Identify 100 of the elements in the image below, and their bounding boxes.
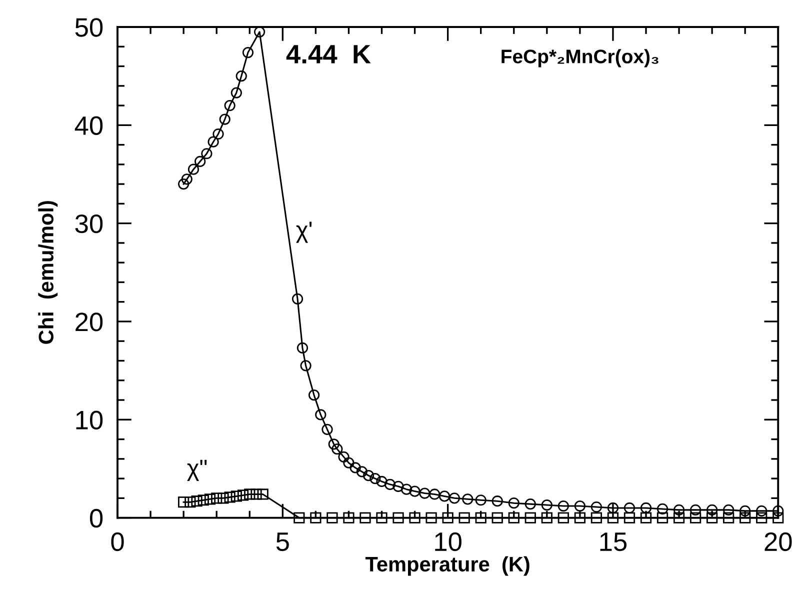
point — [462, 494, 474, 505]
point — [574, 500, 586, 512]
point — [296, 342, 308, 354]
x-tick-label: 15 — [600, 532, 627, 552]
point — [242, 46, 254, 58]
point — [292, 293, 304, 304]
y-tick-label: 20 — [76, 312, 103, 332]
point — [343, 512, 354, 524]
point — [236, 70, 247, 82]
point — [257, 488, 268, 500]
y-tick-label: 50 — [75, 18, 103, 37]
point — [590, 501, 602, 513]
point — [310, 512, 322, 524]
point — [409, 512, 420, 524]
point — [201, 148, 212, 160]
point — [508, 512, 520, 524]
point — [574, 512, 586, 524]
point — [198, 494, 209, 506]
point — [360, 512, 371, 524]
point — [541, 499, 552, 511]
point — [178, 496, 190, 508]
point — [656, 503, 668, 515]
point — [524, 498, 536, 510]
point — [204, 494, 216, 505]
point — [343, 457, 354, 468]
point — [322, 424, 333, 436]
point — [224, 492, 236, 503]
point — [558, 500, 569, 512]
point — [458, 512, 470, 524]
point — [607, 512, 619, 524]
point — [772, 512, 784, 524]
point — [384, 478, 396, 490]
y-axis-title: Chi (emu/mol) — [38, 201, 58, 344]
point — [400, 484, 412, 495]
point — [740, 505, 751, 516]
x-tick-label: 5 — [276, 532, 289, 552]
point — [558, 512, 569, 524]
annotation: FeCp*₂MnCr(ox)₃ — [502, 49, 658, 68]
point — [706, 512, 718, 524]
point — [294, 512, 305, 524]
x-tick-label: 10 — [435, 532, 462, 552]
point — [392, 512, 404, 524]
point — [244, 488, 256, 500]
point — [656, 512, 668, 524]
point — [438, 490, 450, 502]
point — [326, 512, 338, 524]
point — [640, 512, 652, 524]
point — [723, 504, 734, 516]
y-tick-label: 10 — [76, 410, 103, 430]
point — [429, 488, 440, 500]
point — [219, 114, 230, 125]
point — [673, 512, 685, 524]
x-tick-label: 0 — [111, 532, 124, 552]
point — [250, 488, 262, 500]
point — [308, 390, 320, 401]
point — [409, 486, 420, 497]
point — [328, 438, 340, 450]
point — [184, 496, 196, 508]
point — [640, 502, 652, 514]
point — [315, 409, 326, 420]
point — [607, 502, 619, 514]
point — [448, 492, 460, 504]
point — [475, 494, 486, 506]
point — [208, 136, 219, 148]
point — [706, 504, 718, 516]
point — [426, 512, 437, 524]
point — [188, 164, 200, 175]
point — [524, 512, 536, 524]
point — [230, 490, 242, 502]
point — [723, 512, 734, 524]
y-tick-label: 40 — [74, 116, 103, 135]
y-tick-label: 0 — [90, 508, 103, 528]
point — [624, 502, 636, 514]
point — [181, 174, 192, 185]
point — [338, 451, 350, 462]
point — [492, 496, 503, 507]
point — [673, 504, 685, 516]
point — [218, 492, 229, 504]
x-axis-title: Temperature (K) — [365, 556, 530, 576]
point — [212, 128, 224, 140]
point — [230, 87, 242, 98]
point — [590, 512, 602, 524]
point — [690, 504, 702, 516]
point — [756, 505, 768, 516]
point — [356, 466, 368, 478]
point — [211, 492, 222, 504]
point — [541, 512, 552, 524]
series-label: χ" — [187, 460, 207, 481]
point — [508, 498, 520, 509]
point — [178, 178, 190, 190]
point — [392, 480, 404, 492]
point — [300, 360, 312, 372]
point — [624, 512, 636, 524]
point — [690, 512, 702, 524]
point — [370, 472, 381, 484]
point — [442, 512, 454, 524]
point — [191, 496, 202, 507]
point — [350, 462, 361, 474]
point — [332, 444, 343, 455]
point — [224, 100, 236, 112]
